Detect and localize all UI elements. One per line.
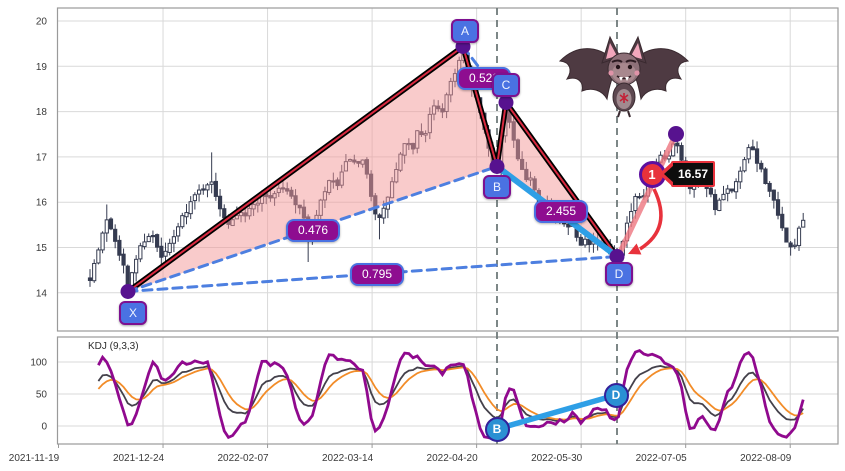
svg-text:2021-11-19: 2021-11-19: [9, 453, 60, 464]
ratio-label-xd: 0.795: [350, 262, 404, 286]
pattern-point-c[interactable]: C: [492, 73, 520, 97]
pattern-point-d[interactable]: D: [605, 262, 633, 286]
price-tag-value: 16.57: [677, 167, 709, 181]
svg-text:2022-08-09: 2022-08-09: [740, 453, 792, 464]
kdj-marker-d[interactable]: D: [603, 382, 629, 408]
price-tag: 16.57: [659, 161, 715, 187]
svg-text:2022-03-14: 2022-03-14: [322, 453, 374, 464]
bat-icon: [558, 35, 690, 118]
pivot-dot-b[interactable]: [489, 159, 505, 174]
svg-text:15: 15: [36, 243, 48, 254]
pattern-point-b[interactable]: B: [483, 175, 511, 199]
svg-text:2022-02-07: 2022-02-07: [217, 453, 269, 464]
svg-text:2022-04-20: 2022-04-20: [427, 453, 479, 464]
pivot-dot-c[interactable]: [498, 95, 514, 110]
svg-text:20: 20: [36, 17, 48, 28]
kdj-lines: [97, 349, 805, 441]
svg-text:16: 16: [36, 198, 48, 209]
kdj-marker-b[interactable]: B: [484, 416, 510, 442]
svg-text:17: 17: [36, 152, 48, 163]
svg-text:14: 14: [36, 288, 48, 299]
svg-text:0: 0: [41, 422, 47, 433]
pattern-point-a[interactable]: A: [451, 19, 479, 43]
svg-text:2021-12-24: 2021-12-24: [113, 453, 165, 464]
ratio-label-bd: 2.455: [534, 199, 588, 223]
axis-tick-labels: 20 19 18 17 16 15 14 100 50 0 2021-11-19 2021-12-24…: [9, 17, 792, 465]
pivot-dot-x[interactable]: [120, 284, 136, 299]
svg-text:19: 19: [36, 62, 48, 73]
extension-dot: [668, 126, 684, 142]
svg-text:18: 18: [36, 107, 48, 118]
kdj-indicator-title: KDJ (9,3,3): [88, 341, 139, 352]
kdj-bd-line: [494, 392, 619, 432]
svg-text:50: 50: [36, 390, 48, 401]
pivot-dot-d[interactable]: [609, 249, 625, 264]
ratio-label-xb: 0.476: [286, 218, 340, 242]
svg-text:2022-05-30: 2022-05-30: [531, 453, 583, 464]
svg-text:100: 100: [30, 358, 47, 369]
svg-text:2022-07-05: 2022-07-05: [636, 453, 688, 464]
price-tag-pointer-inner-icon: [664, 165, 674, 183]
pattern-point-x[interactable]: X: [119, 301, 147, 325]
